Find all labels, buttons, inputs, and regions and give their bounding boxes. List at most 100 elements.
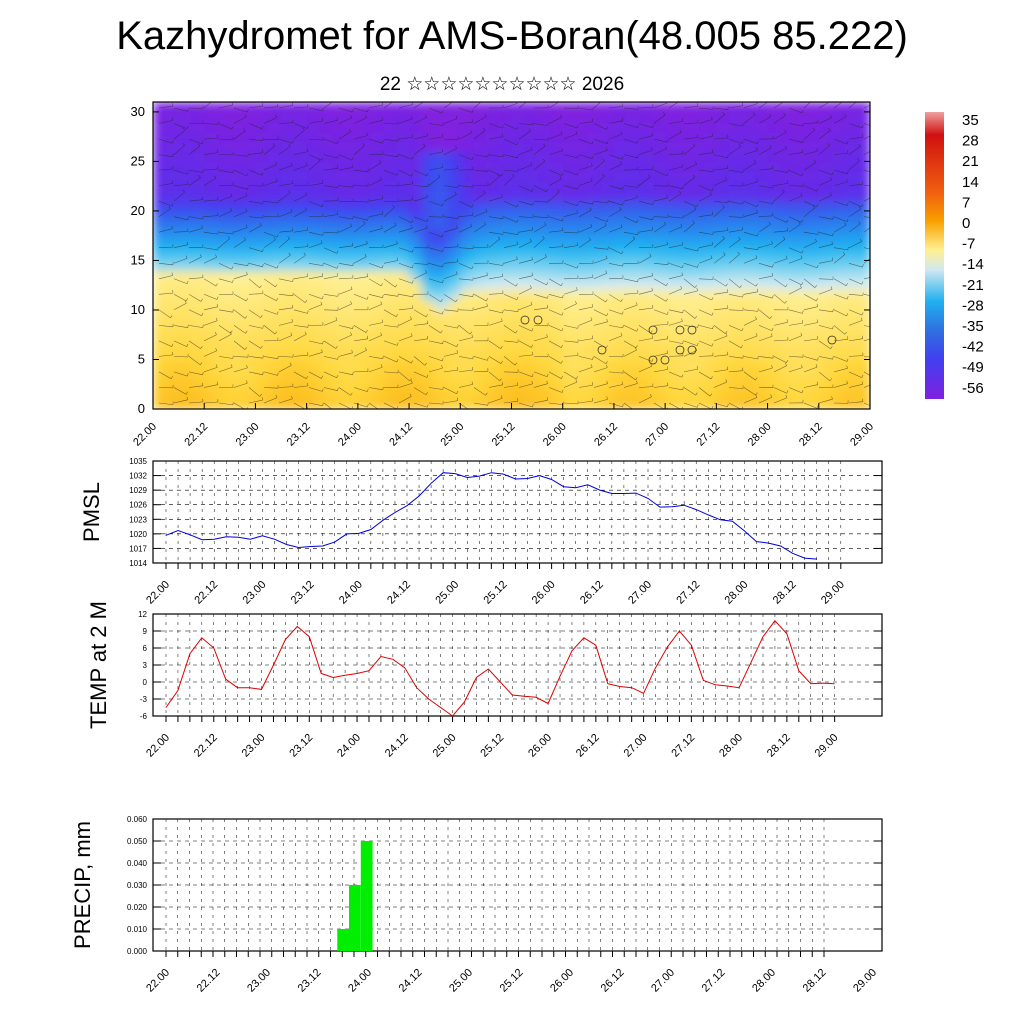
heatmap-cell <box>601 359 615 371</box>
heatmap-cell <box>255 131 270 143</box>
wind-barb-flag <box>213 97 215 99</box>
wind-barb-flag <box>801 219 804 223</box>
heatmap-cell <box>818 121 833 133</box>
wind-barb-flag <box>682 386 684 390</box>
heatmap-cell <box>677 102 692 113</box>
wind-barb-flag <box>606 140 609 144</box>
heatmap-cell <box>281 201 295 212</box>
wind-barb-flag <box>217 149 219 153</box>
heatmap-cell <box>729 220 743 232</box>
wind-barb <box>848 355 864 357</box>
heatmap-cell <box>793 270 807 282</box>
heatmap-cell <box>153 379 167 390</box>
heatmap-cell <box>626 111 641 123</box>
wind-barb <box>368 294 383 298</box>
heatmap-cell <box>626 329 641 341</box>
wind-barb <box>803 306 818 311</box>
heatmap-cell <box>601 220 615 232</box>
wind-barb-flag <box>769 113 772 117</box>
heatmap-cell <box>537 270 551 282</box>
wind-barb-flag <box>816 381 818 385</box>
heatmap-cell <box>818 230 833 242</box>
heatmap-cell <box>780 151 794 163</box>
calm-wind-circle <box>675 325 685 335</box>
heatmap-cell <box>729 359 743 371</box>
colorbar-label: -42 <box>962 339 984 356</box>
wind-barb <box>203 294 218 300</box>
wind-barb-flag <box>500 346 503 349</box>
heatmap-cell <box>639 260 654 272</box>
heatmap-cell <box>293 280 308 291</box>
wind-barb <box>608 106 623 109</box>
heatmap-cell <box>549 102 564 113</box>
wind-barb <box>548 309 563 316</box>
heatmap-cell <box>562 290 577 301</box>
heatmap-cell <box>652 399 666 409</box>
heatmap-cell <box>447 111 462 123</box>
heatmap-cell <box>217 339 231 351</box>
wind-barb <box>308 304 323 311</box>
wind-barb-flag <box>362 143 365 146</box>
wind-barb-flag <box>622 263 624 267</box>
heatmap-cell <box>601 151 615 163</box>
heatmap-cell <box>665 181 679 192</box>
colorbar-label: 14 <box>962 174 979 191</box>
heatmap-cell <box>524 260 538 272</box>
heatmap-cell <box>255 181 270 192</box>
wind-barb <box>248 387 260 397</box>
heatmap-cell <box>485 230 500 242</box>
heatmap-cell <box>805 141 820 153</box>
heatmap-cell <box>242 191 257 202</box>
heatmap-cell <box>844 102 858 113</box>
wind-barb-flag <box>737 251 740 255</box>
wind-barb <box>488 176 500 186</box>
heatmap-cell <box>767 102 782 113</box>
wind-barb <box>293 309 308 314</box>
heatmap-cell <box>562 181 577 192</box>
wind-barb <box>653 338 668 342</box>
wind-barb-flag <box>426 132 428 136</box>
wind-barb-flag <box>738 236 741 240</box>
wind-barb <box>428 231 443 238</box>
wind-barb <box>323 168 338 171</box>
heatmap-cell <box>575 339 590 351</box>
wind-barb <box>698 244 713 248</box>
heatmap-cell <box>690 379 705 390</box>
wind-barb-flag <box>352 109 354 113</box>
heatmap-cell <box>626 389 641 400</box>
wind-barb <box>788 107 803 114</box>
heatmap-cell <box>332 151 346 163</box>
wind-barb-flag <box>247 262 249 266</box>
heatmap-cell <box>831 399 846 409</box>
wind-barb <box>638 123 653 129</box>
heatmap-cell <box>229 151 244 163</box>
wind-barb <box>188 277 204 280</box>
heatmap-cell <box>780 131 794 143</box>
heatmap-cell <box>319 111 334 123</box>
wind-barb-flag <box>742 169 744 173</box>
heatmap-cell <box>613 171 628 183</box>
heatmap-cell <box>626 220 641 232</box>
heatmap-cell <box>844 369 858 381</box>
heatmap-cell <box>754 191 769 202</box>
heatmap-cell <box>421 270 436 282</box>
heatmap-cell <box>357 141 372 153</box>
wind-barb-flag <box>771 327 774 331</box>
wind-barb <box>308 387 323 392</box>
heatmap-cell <box>473 141 487 153</box>
heatmap-cell <box>306 181 321 192</box>
wind-barb-flag <box>559 98 561 101</box>
heatmap-cell <box>473 329 487 341</box>
heatmap-cell <box>229 210 244 222</box>
heatmap-cell <box>357 102 372 113</box>
wind-barb <box>788 335 803 342</box>
heatmap-cell <box>485 210 500 222</box>
heatmap-cell <box>677 141 692 153</box>
heatmap-cell <box>652 151 666 163</box>
wind-barb <box>653 216 669 218</box>
heatmap-cell <box>345 161 359 173</box>
wind-barb-flag <box>830 286 833 290</box>
heatmap-cell <box>473 151 487 163</box>
wind-barb <box>368 367 383 373</box>
wind-barb <box>773 230 788 233</box>
